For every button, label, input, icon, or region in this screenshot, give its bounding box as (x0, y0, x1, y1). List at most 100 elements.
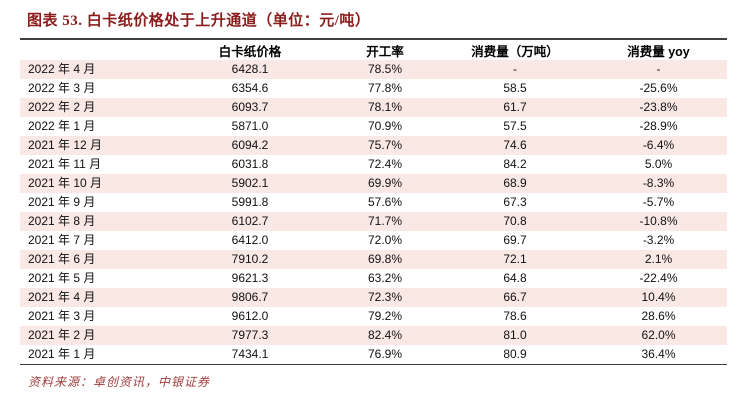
row-value: 7910.2 (231, 252, 269, 266)
header-month (20, 39, 170, 60)
row-month: 2021 年 4 月 (28, 290, 96, 304)
row-value: 76.9% (367, 347, 403, 361)
row-month: 2021 年 11 月 (28, 157, 102, 171)
row-value: 28.6% (641, 309, 676, 323)
row-value: 6031.8 (231, 157, 269, 171)
row-value: 57.5 (503, 119, 527, 133)
row-value: 81.0 (503, 328, 527, 342)
row-value: 82.4% (367, 328, 403, 342)
row-value: 78.6 (503, 309, 527, 323)
row-month: 2022 年 2 月 (28, 100, 96, 114)
row-value: 72.4% (367, 157, 403, 171)
row-value: 77.8% (367, 81, 403, 95)
row-value: 68.9 (503, 176, 527, 190)
row-month: 2021 年 5 月 (28, 271, 96, 285)
row-value: 72.1 (503, 252, 527, 266)
header-yoy: 消费量 yoy (590, 39, 727, 60)
row-value: 6354.6 (231, 81, 269, 95)
row-value: 61.7 (503, 100, 527, 114)
row-value: 63.2% (367, 271, 403, 285)
row-value: -6.4% (642, 138, 675, 152)
row-value: 62.0% (641, 328, 676, 342)
row-value: 9806.7 (231, 290, 269, 304)
row-month: 2021 年 1 月 (28, 347, 96, 361)
row-value: 6412.0 (231, 233, 269, 247)
row-value: 72.3% (367, 290, 403, 304)
row-month: 2021 年 7 月 (28, 233, 96, 247)
row-value: 6102.7 (231, 214, 269, 228)
source-note: 资料来源：卓创资讯，中银证券 (28, 375, 211, 389)
row-month: 2022 年 4 月 (28, 62, 96, 76)
row-value: 70.9% (367, 119, 403, 133)
row-value: 74.6 (503, 138, 527, 152)
row-value: 5991.8 (231, 195, 269, 209)
table-row: 2021 年 2 月 7977.3 82.4% 81.0 62.0% (20, 326, 727, 345)
row-value: 69.7 (503, 233, 527, 247)
row-value: 80.9 (503, 347, 527, 361)
header-utilization: 开工率 (330, 39, 440, 60)
row-value: -3.2% (642, 233, 675, 247)
table-row: 2021 年 10 月 5902.1 69.9% 68.9 -8.3% (20, 174, 727, 193)
row-value: 9621.3 (231, 271, 269, 285)
table-row: 2022 年 3 月 6354.6 77.8% 58.5 -25.6% (20, 79, 727, 98)
row-value: 10.4% (641, 290, 676, 304)
row-month: 2021 年 12 月 (28, 138, 103, 152)
row-value: 78.5% (367, 62, 403, 76)
row-value: -8.3% (642, 176, 675, 190)
row-month: 2022 年 1 月 (28, 119, 96, 133)
header-price: 白卡纸价格 (170, 39, 330, 60)
row-month: 2021 年 10 月 (28, 176, 103, 190)
row-value: 6094.2 (231, 138, 269, 152)
table-body: 2022 年 4 月 6428.1 78.5% - - 2022 年 3 月 6354.6 7… (20, 60, 727, 365)
row-value: 7977.3 (231, 328, 269, 342)
row-value: 70.8 (503, 214, 527, 228)
row-value: -23.8% (639, 100, 678, 114)
row-value: 5871.0 (231, 119, 269, 133)
row-value: -5.7% (642, 195, 675, 209)
table-row: 2021 年 3 月 9612.0 79.2% 78.6 28.6% (20, 307, 727, 326)
table-row: 2021 年 4 月 9806.7 72.3% 66.7 10.4% (20, 288, 727, 307)
table-row: 2022 年 2 月 6093.7 78.1% 61.7 -23.8% (20, 98, 727, 117)
row-value: -22.4% (639, 271, 678, 285)
row-value: 69.9% (367, 176, 403, 190)
row-value: 69.8% (367, 252, 403, 266)
row-value: - (656, 62, 661, 76)
row-value: -25.6% (639, 81, 678, 95)
row-month: 2022 年 3 月 (28, 81, 96, 95)
row-value: 67.3 (503, 195, 527, 209)
row-value: 64.8 (503, 271, 527, 285)
row-value: -28.9% (639, 119, 678, 133)
row-value: -10.8% (639, 214, 678, 228)
row-value: - (513, 62, 517, 76)
row-month: 2021 年 6 月 (28, 252, 96, 266)
header-consumption: 消费量（万吨） (440, 39, 590, 60)
row-value: 5902.1 (231, 176, 269, 190)
row-month: 2021 年 8 月 (28, 214, 96, 228)
row-value: 71.7% (367, 214, 403, 228)
table-row: 2021 年 1 月 7434.1 76.9% 80.9 36.4% (20, 345, 727, 365)
row-value: 79.2% (367, 309, 403, 323)
row-value: 9612.0 (231, 309, 269, 323)
table-row: 2022 年 4 月 6428.1 78.5% - - (20, 60, 727, 79)
table-row: 2021 年 8 月 6102.7 71.7% 70.8 -10.8% (20, 212, 727, 231)
row-value: 66.7 (503, 290, 527, 304)
report-figure-page: 图表 53. 白卡纸价格处于上升通道（单位：元/吨） 白卡纸价格 开工率 消费量… (0, 11, 744, 409)
row-value: 36.4% (641, 347, 676, 361)
row-value: 75.7% (367, 138, 403, 152)
table-row: 2021 年 6 月 7910.2 69.8% 72.1 2.1% (20, 250, 727, 269)
row-value: 5.0% (644, 157, 673, 171)
header-row: 白卡纸价格 开工率 消费量（万吨） 消费量 yoy (20, 39, 727, 60)
row-value: 78.1% (367, 100, 403, 114)
table-row: 2021 年 11 月 6031.8 72.4% 84.2 5.0% (20, 155, 727, 174)
table-row: 2022 年 1 月 5871.0 70.9% 57.5 -28.9% (20, 117, 727, 136)
row-value: 84.2 (503, 157, 527, 171)
row-value: 2.1% (644, 252, 673, 266)
row-value: 6093.7 (231, 100, 269, 114)
row-value: 7434.1 (231, 347, 269, 361)
row-value: 72.0% (367, 233, 403, 247)
row-value: 6428.1 (231, 62, 269, 76)
row-value: 58.5 (503, 81, 527, 95)
row-month: 2021 年 9 月 (28, 195, 96, 209)
data-table: 白卡纸价格 开工率 消费量（万吨） 消费量 yoy 2022 年 4 月 6428… (20, 38, 727, 365)
table-row: 2021 年 9 月 5991.8 57.6% 67.3 -5.7% (20, 193, 727, 212)
